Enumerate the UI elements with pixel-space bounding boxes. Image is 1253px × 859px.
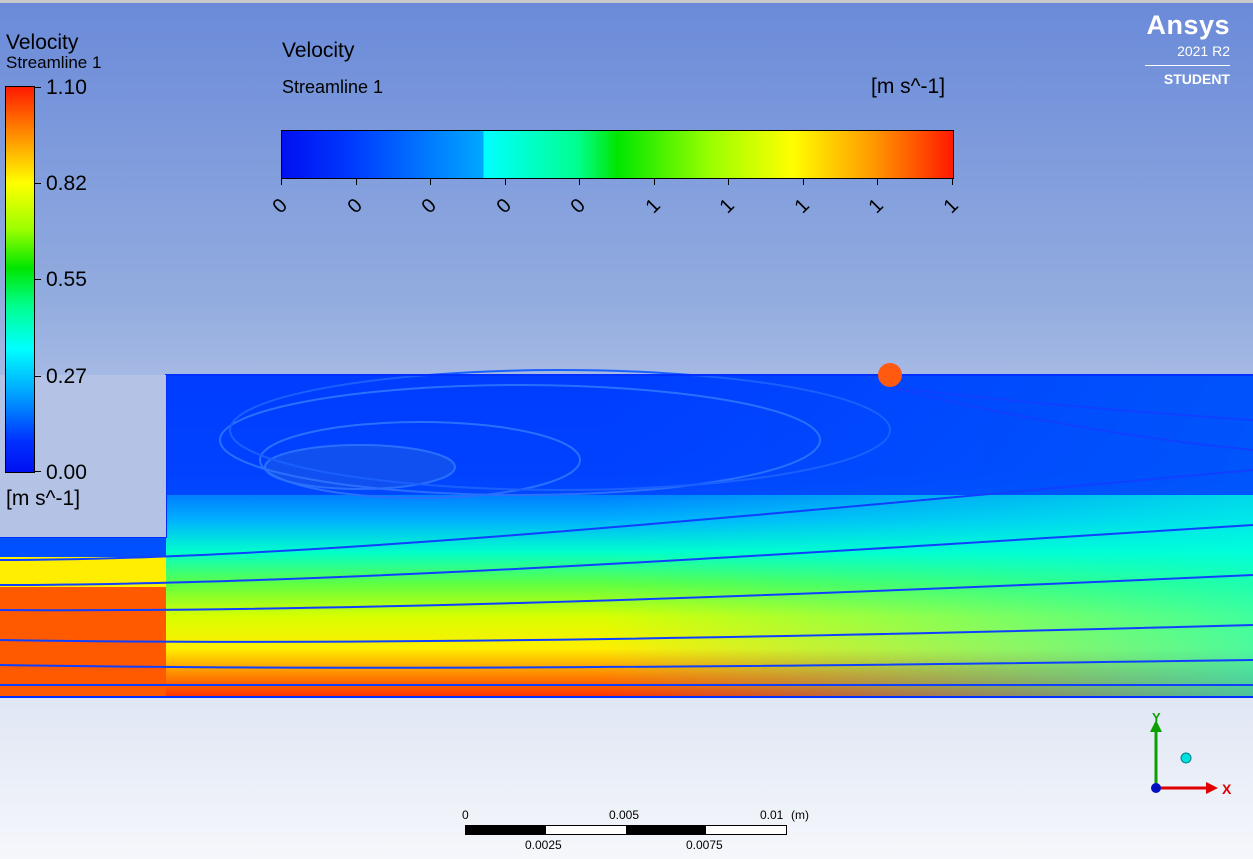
scale-bar: 0 0.005 0.01 (m) 0.0025 0.0075 xyxy=(462,806,809,856)
left-legend-subtitle: Streamline 1 xyxy=(6,53,102,72)
scale-label: 0.01 xyxy=(760,808,784,822)
axis-triad[interactable]: Y X xyxy=(1140,710,1240,805)
top-legend-tick xyxy=(356,178,357,185)
left-legend-tick xyxy=(34,87,41,88)
top-legend-tick xyxy=(728,178,729,185)
ansys-logo: Ansys 2021 R2 STUDENT xyxy=(1145,10,1230,87)
left-legend-min: 0.00 xyxy=(46,461,87,484)
logo-divider xyxy=(1145,65,1230,66)
viewport-top-border xyxy=(0,0,1253,3)
top-legend-tick xyxy=(579,178,580,185)
top-legend-unit: [m s^-1] xyxy=(871,75,946,98)
left-legend-unit: [m s^-1] xyxy=(6,487,81,510)
left-legend-value: 0.27 xyxy=(46,365,87,388)
top-legend-tick xyxy=(505,178,506,185)
left-legend-value: 0.82 xyxy=(46,172,87,195)
scale-label: 0 xyxy=(462,808,469,822)
top-legend-tick xyxy=(877,178,878,185)
left-legend-title: Velocity xyxy=(6,31,79,54)
left-legend-colorbar[interactable] xyxy=(5,86,35,473)
top-legend-title: Velocity xyxy=(282,39,355,62)
top-legend-colorbar[interactable] xyxy=(281,130,954,179)
scale-label: 0.005 xyxy=(609,808,640,822)
scale-bar-track xyxy=(465,825,787,835)
top-legend-tick xyxy=(803,178,804,185)
scale-label: 0.0075 xyxy=(686,838,723,852)
top-legend-tick xyxy=(281,178,282,185)
logo-edition: STUDENT xyxy=(1163,71,1230,87)
top-legend-subtitle: Streamline 1 xyxy=(282,77,384,97)
left-legend-tick xyxy=(34,279,41,280)
scale-unit: (m) xyxy=(791,808,809,822)
top-legend-tick xyxy=(654,178,655,185)
triad-x-label: X xyxy=(1222,781,1232,797)
left-legend-tick xyxy=(34,376,41,377)
streamline-seed-marker[interactable] xyxy=(878,363,902,387)
left-legend-value: 0.55 xyxy=(46,268,87,291)
left-legend-max: 1.10 xyxy=(46,76,87,99)
triad-y-label: Y xyxy=(1152,710,1161,725)
left-legend-tick xyxy=(34,183,41,184)
top-legend-tick xyxy=(430,178,431,185)
scale-label: 0.0025 xyxy=(525,838,562,852)
left-legend-tick xyxy=(34,471,41,472)
logo-version: 2021 R2 xyxy=(1177,43,1230,59)
top-legend-tick xyxy=(952,178,953,185)
logo-name: Ansys xyxy=(1146,10,1230,40)
